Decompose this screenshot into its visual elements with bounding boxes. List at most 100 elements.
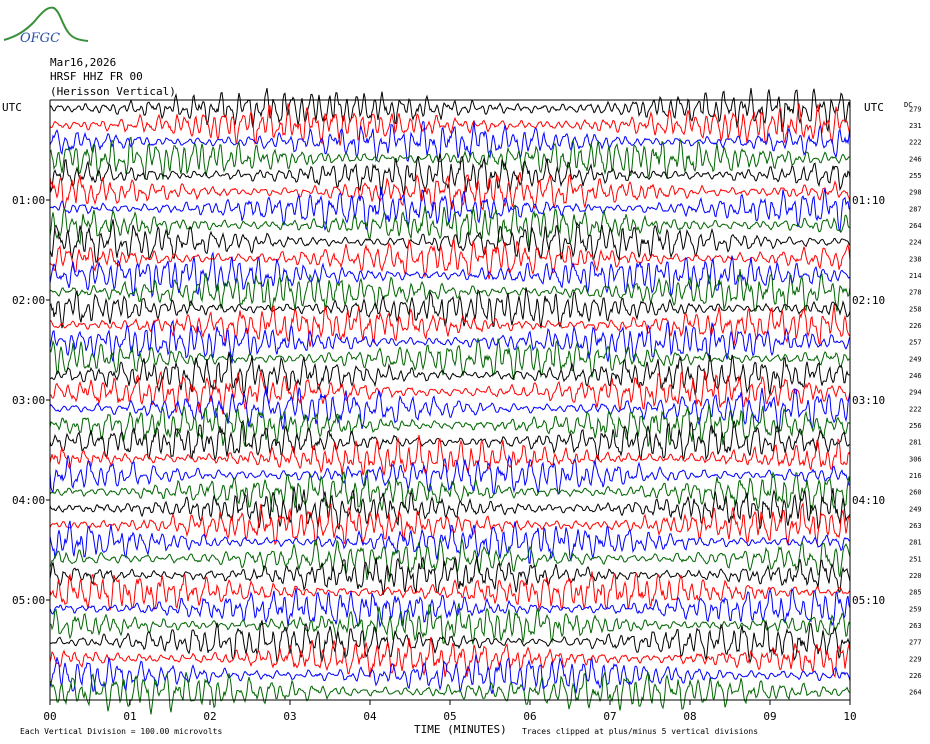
dc-offset-value: 263: [909, 622, 922, 630]
x-tick-label: 08: [683, 710, 696, 723]
dc-offset-value: 287: [909, 205, 922, 213]
x-tick-label: 06: [523, 710, 536, 723]
x-tick-label: 05: [443, 710, 456, 723]
trace-row-31: [49, 587, 851, 629]
dc-offset-value: 279: [909, 105, 922, 113]
dc-offset-value: 256: [909, 422, 922, 430]
header-location: (Herisson Vertical): [50, 85, 176, 98]
logo: OFGC: [3, 6, 89, 46]
dc-offset-value: 260: [909, 489, 922, 497]
trace-row-7: [49, 186, 851, 233]
dc-offset-value: 263: [909, 522, 922, 530]
x-tick-label: 03: [283, 710, 296, 723]
dc-offset-value: 285: [909, 589, 922, 597]
left-hour-label: 05:00: [12, 594, 45, 607]
dc-offset-value: 258: [909, 305, 922, 313]
trace-row-1: [49, 87, 851, 133]
header-station: HRSF HHZ FR 00: [50, 70, 143, 83]
right-hour-label: 05:10: [852, 594, 885, 607]
dc-offset-value: 224: [909, 239, 922, 247]
trace-row-20: [49, 403, 851, 447]
x-tick-label: 02: [203, 710, 216, 723]
dc-offset-value: 222: [909, 139, 922, 147]
right-axis-label: UTC: [864, 101, 884, 114]
trace-row-32: [49, 603, 851, 645]
trace-row-11: [49, 251, 851, 299]
dc-offset-value: 229: [909, 655, 922, 663]
dc-offset-value: 238: [909, 255, 922, 263]
trace-row-10: [49, 238, 851, 280]
trace-row-3: [49, 120, 851, 163]
trace-row-8: [49, 204, 851, 247]
x-tick-label: 01: [123, 710, 136, 723]
dc-offset-value: 294: [909, 389, 922, 397]
dc-offset-value: 306: [909, 455, 922, 463]
right-hour-label: 02:10: [852, 294, 885, 307]
footer-scale-note: Each Vertical Division = 100.00 microvol…: [20, 727, 222, 736]
trace-row-18: [49, 369, 851, 415]
x-tick-label: 09: [763, 710, 776, 723]
dc-offset-value: 281: [909, 539, 922, 547]
trace-row-14: [50, 304, 851, 347]
dc-offset-value: 214: [909, 272, 922, 280]
dc-offset-value: 255: [909, 172, 922, 180]
left-hour-label: 01:00: [12, 194, 45, 207]
trace-row-4: [49, 136, 851, 180]
trace-row-5: [49, 152, 851, 196]
dc-offset-value: 220: [909, 572, 922, 580]
dc-label: DC: [904, 101, 912, 109]
trace-row-16: [49, 338, 851, 380]
x-tick-label: 04: [363, 710, 377, 723]
right-hour-label: 04:10: [852, 494, 885, 507]
trace-row-17: [49, 351, 851, 397]
dc-offset-value: 259: [909, 605, 922, 613]
x-axis-ticks: 00 01 02 03 04 05 06 07 08 09 10: [43, 700, 857, 723]
trace-row-2: [49, 103, 851, 146]
dc-offset-value: 251: [909, 555, 922, 563]
trace-row-25: [49, 486, 851, 530]
trace-row-24: [49, 468, 851, 514]
trace-row-26: [49, 501, 851, 547]
trace-row-35: [49, 654, 851, 695]
footer-clip-note: Traces clipped at plus/minus 5 vertical …: [522, 727, 758, 736]
right-hour-label: 03:10: [852, 394, 885, 407]
left-axis-label: UTC: [2, 101, 22, 114]
dc-offset-value: 278: [909, 289, 922, 297]
trace-row-36: [49, 670, 851, 715]
x-axis-label: TIME (MINUTES): [414, 723, 507, 736]
dc-offset-value: 226: [909, 322, 922, 330]
trace-row-27: [49, 520, 851, 564]
dc-offset-value: 249: [909, 505, 922, 513]
trace-row-30: [49, 571, 851, 612]
dc-offset-value: 277: [909, 639, 922, 647]
dc-offset-value: 298: [909, 189, 922, 197]
dc-offset-value: 264: [909, 222, 922, 230]
trace-row-33: [49, 619, 851, 665]
right-hour-label: 01:10: [852, 194, 885, 207]
dc-offset-value: 264: [909, 689, 922, 697]
x-tick-label: 00: [43, 710, 56, 723]
trace-row-6: [49, 171, 851, 212]
trace-row-22: [49, 435, 851, 476]
header-date: Mar16,2026: [50, 56, 116, 69]
trace-row-13: [49, 287, 851, 329]
dc-offset-value: 246: [909, 372, 922, 380]
trace-row-9: [49, 219, 851, 263]
left-hour-label: 03:00: [12, 394, 45, 407]
hour-labels: 01:00 02:00 03:00 04:00 05:00 01:10 02:10 03:10…: [12, 194, 885, 607]
trace-group: [49, 87, 851, 715]
trace-row-28: [49, 538, 851, 583]
plot-frame: [49, 99, 851, 701]
dc-values: 279 231 222 246 255 298 287 264 224 238 214 278 258 2…: [909, 105, 922, 696]
dc-offset-value: 257: [909, 339, 922, 347]
trace-row-21: [49, 419, 851, 462]
dc-offset-value: 249: [909, 355, 922, 363]
trace-row-29: [49, 555, 851, 596]
dc-offset-value: 222: [909, 405, 922, 413]
x-tick-label: 07: [603, 710, 616, 723]
x-tick-label: 10: [843, 710, 856, 723]
trace-row-23: [49, 454, 851, 495]
trace-row-12: [49, 269, 851, 313]
left-hour-label: 02:00: [12, 294, 45, 307]
